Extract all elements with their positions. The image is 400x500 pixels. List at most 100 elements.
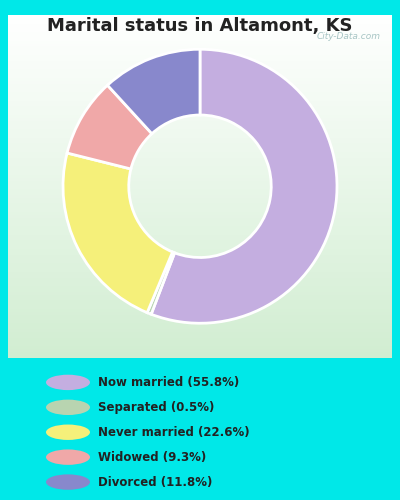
Bar — [8, 106, 392, 109]
Bar — [8, 200, 392, 203]
Bar — [8, 334, 392, 338]
Bar — [8, 129, 392, 132]
Bar — [8, 95, 392, 98]
Bar — [8, 78, 392, 80]
Bar — [8, 343, 392, 346]
Bar — [8, 98, 392, 100]
Bar — [8, 26, 392, 30]
Text: City-Data.com: City-Data.com — [316, 32, 380, 41]
Bar — [8, 66, 392, 69]
Bar — [8, 69, 392, 72]
Bar — [8, 189, 392, 192]
Bar — [8, 30, 392, 32]
Bar — [8, 324, 392, 326]
Bar — [8, 192, 392, 195]
Bar — [8, 220, 392, 224]
Text: Now married (55.8%): Now married (55.8%) — [98, 376, 239, 389]
Bar — [8, 60, 392, 64]
Bar — [8, 280, 392, 283]
Bar — [8, 232, 392, 235]
Bar — [8, 304, 392, 306]
Bar — [8, 269, 392, 272]
Bar — [8, 235, 392, 238]
Bar — [8, 89, 392, 92]
Bar — [8, 38, 392, 40]
Bar — [8, 126, 392, 129]
Bar — [8, 264, 392, 266]
Bar — [8, 20, 392, 24]
Bar — [8, 260, 392, 264]
Circle shape — [46, 424, 90, 440]
Text: Marital status in Altamont, KS: Marital status in Altamont, KS — [47, 18, 353, 36]
Bar — [8, 58, 392, 60]
Bar — [8, 35, 392, 38]
Bar — [8, 292, 392, 294]
Bar — [8, 204, 392, 206]
Bar — [8, 178, 392, 180]
Bar — [8, 120, 392, 124]
Bar — [8, 84, 392, 86]
Text: Divorced (11.8%): Divorced (11.8%) — [98, 476, 212, 488]
Bar — [8, 218, 392, 220]
Bar — [8, 195, 392, 198]
Bar — [8, 258, 392, 260]
Bar — [8, 15, 392, 18]
Bar — [8, 32, 392, 35]
Wedge shape — [63, 153, 172, 312]
Circle shape — [46, 400, 90, 415]
Bar — [8, 352, 392, 354]
Bar — [8, 226, 392, 229]
Bar — [8, 254, 392, 258]
Bar — [8, 50, 392, 52]
Bar — [8, 112, 392, 115]
Bar — [8, 144, 392, 146]
Bar — [8, 215, 392, 218]
Bar — [8, 312, 392, 314]
Wedge shape — [147, 252, 175, 314]
Bar — [8, 240, 392, 244]
Bar — [8, 224, 392, 226]
Bar — [8, 278, 392, 280]
Bar — [8, 332, 392, 334]
Bar — [8, 155, 392, 158]
Bar — [8, 149, 392, 152]
Bar — [8, 206, 392, 209]
Bar — [8, 354, 392, 358]
Bar — [8, 180, 392, 184]
Bar — [8, 160, 392, 164]
Text: Separated (0.5%): Separated (0.5%) — [98, 401, 214, 414]
Bar — [8, 146, 392, 149]
Wedge shape — [67, 85, 152, 169]
Bar — [8, 198, 392, 200]
Bar — [8, 52, 392, 55]
Bar — [8, 238, 392, 240]
Bar — [8, 135, 392, 138]
Bar — [8, 338, 392, 340]
Bar — [8, 158, 392, 160]
Text: Never married (22.6%): Never married (22.6%) — [98, 426, 250, 438]
Bar — [8, 246, 392, 249]
Bar — [8, 289, 392, 292]
Bar — [8, 209, 392, 212]
Bar — [8, 169, 392, 172]
Bar — [8, 166, 392, 169]
Bar — [8, 132, 392, 135]
Wedge shape — [108, 50, 200, 134]
Bar — [8, 86, 392, 89]
Bar — [8, 212, 392, 215]
Bar — [8, 186, 392, 189]
Bar — [8, 184, 392, 186]
Bar — [8, 55, 392, 58]
Bar — [8, 115, 392, 117]
Circle shape — [46, 374, 90, 390]
Bar — [8, 286, 392, 289]
Bar — [8, 300, 392, 304]
Circle shape — [46, 474, 90, 490]
Bar — [8, 152, 392, 155]
Bar — [8, 314, 392, 318]
Bar — [8, 306, 392, 309]
Bar — [8, 100, 392, 103]
Bar — [8, 172, 392, 175]
Bar — [8, 266, 392, 269]
Bar — [8, 284, 392, 286]
